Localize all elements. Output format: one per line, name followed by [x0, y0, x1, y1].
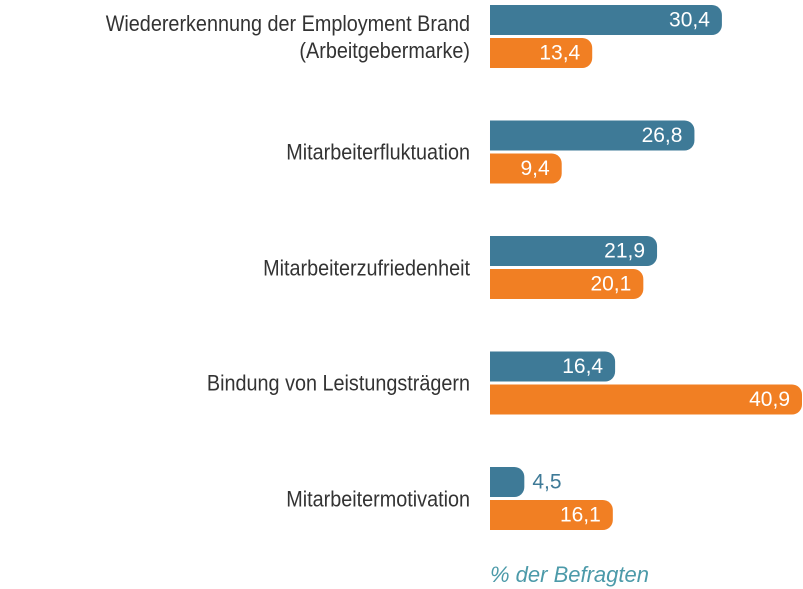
- value-label: 13,4: [539, 42, 580, 65]
- bar: [490, 384, 802, 415]
- bar: [490, 269, 644, 299]
- bar: [490, 467, 525, 497]
- value-label: 26,8: [642, 124, 683, 147]
- bar: [490, 38, 593, 68]
- value-label: 21,9: [604, 240, 645, 263]
- bar: [489, 120, 695, 151]
- value-label: 16,1: [560, 504, 601, 527]
- category-label: Mitarbeitermotivation: [286, 486, 470, 511]
- value-label: 20,1: [590, 273, 631, 296]
- bar: [490, 500, 613, 530]
- value-label: 40,9: [749, 388, 790, 411]
- value-label: 4,5: [532, 471, 561, 494]
- value-label: 16,4: [562, 355, 603, 378]
- value-label: 30,4: [669, 9, 710, 32]
- category-label: Wiedererkennung der Employment Brand (Ar…: [105, 10, 470, 63]
- category-label: Mitarbeiterfluktuation: [286, 139, 470, 165]
- bar: [490, 236, 658, 266]
- bar: [490, 5, 722, 35]
- category-label: Mitarbeiterzufriedenheit: [263, 255, 470, 280]
- category-label: Bindung von Leistungsträgern: [206, 370, 471, 396]
- bar: [490, 153, 562, 184]
- bar: [489, 351, 616, 382]
- note: % der Befragten: [490, 562, 649, 587]
- value-label: 9,4: [521, 157, 551, 180]
